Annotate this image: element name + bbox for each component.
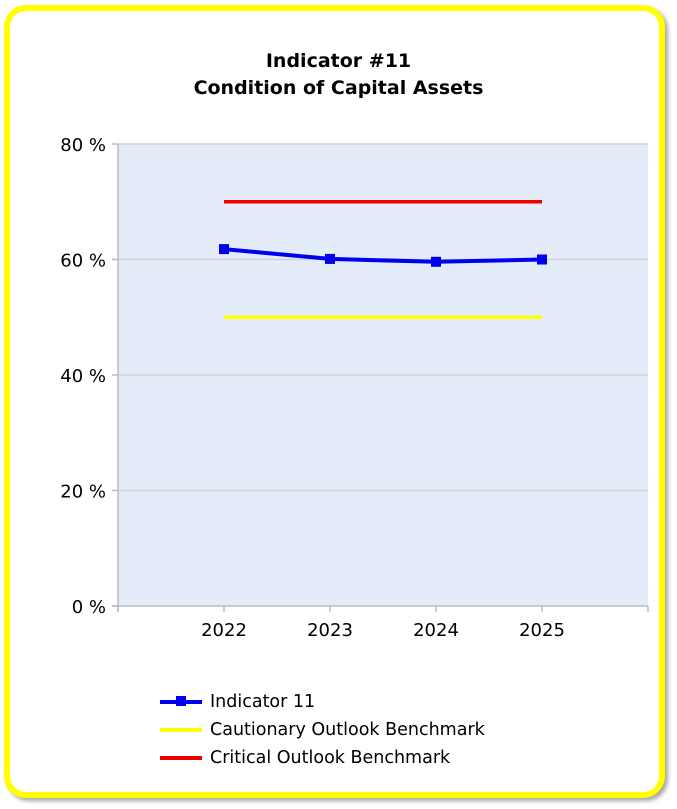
y-tick-label: 0 %	[72, 597, 106, 618]
legend-swatch	[160, 696, 202, 706]
chart-legend: Indicator 11 Cautionary Outlook Benchmark…	[160, 688, 485, 772]
x-tick-label: 2022	[201, 620, 247, 641]
x-tick-label: 2024	[413, 620, 459, 641]
y-tick-label: 20 %	[60, 482, 106, 503]
x-tick-label: 2025	[519, 620, 565, 641]
legend-label: Critical Outlook Benchmark	[210, 748, 451, 768]
legend-label: Cautionary Outlook Benchmark	[210, 720, 485, 740]
data-point	[431, 256, 441, 267]
legend-item: Cautionary Outlook Benchmark	[160, 716, 485, 744]
y-tick-label: 80 %	[60, 135, 106, 156]
chart-title: Indicator #11	[265, 50, 412, 72]
legend-marker	[176, 696, 186, 706]
y-tick-label: 60 %	[60, 251, 106, 272]
legend-item: Critical Outlook Benchmark	[160, 744, 485, 772]
series-line-indicator-11	[223, 247, 543, 264]
legend-item: Indicator 11	[160, 688, 485, 716]
data-point	[537, 254, 547, 265]
legend-swatch	[160, 728, 202, 732]
data-point	[325, 253, 335, 264]
data-point	[219, 244, 229, 255]
legend-label: Indicator 11	[210, 692, 316, 712]
x-tick-label: 2023	[307, 620, 353, 641]
y-tick-label: 40 %	[60, 366, 106, 387]
legend-swatch	[160, 756, 202, 760]
chart-subtitle: Condition of Capital Assets	[193, 77, 484, 99]
